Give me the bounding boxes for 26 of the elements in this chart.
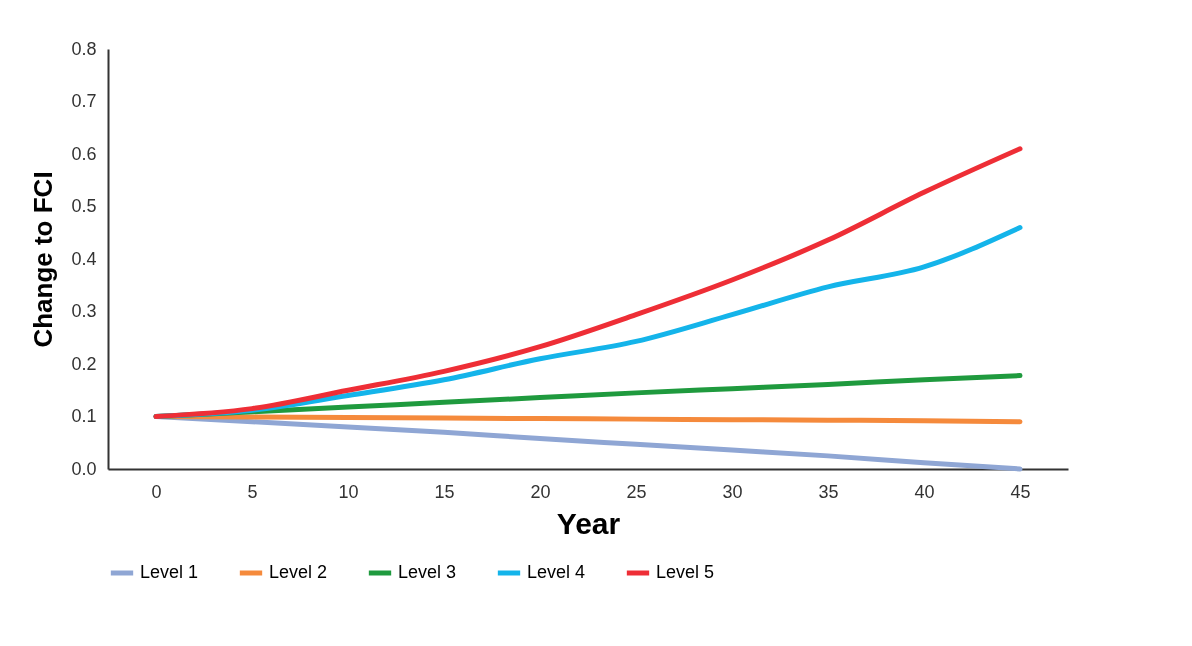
legend-label: Level 4: [527, 562, 586, 582]
y-tick-label: 0.8: [71, 38, 97, 59]
x-tick-label: 30: [722, 481, 743, 502]
x-tick-label: 10: [338, 481, 359, 502]
x-axis-title: Year: [556, 506, 621, 540]
y-tick-label: 0.0: [71, 458, 97, 479]
x-tick-label: 0: [151, 481, 162, 502]
y-tick-label: 0.5: [71, 196, 97, 216]
x-tick-label: 25: [626, 481, 647, 502]
x-tick-label: 40: [914, 481, 935, 502]
y-tick-label: 0.7: [71, 91, 97, 111]
x-tick-label: 35: [818, 481, 839, 502]
y-tick-label: 0.6: [71, 143, 97, 164]
x-tick-label: 45: [1010, 481, 1031, 502]
legend-label: Level 1: [140, 562, 199, 582]
legend-label: Level 2: [269, 562, 328, 582]
legend-label: Level 5: [656, 562, 715, 582]
y-axis-title: Change to FCI: [28, 171, 59, 348]
x-tick-label: 15: [434, 481, 455, 502]
y-tick-label: 0.4: [71, 248, 97, 269]
y-tick-label: 0.1: [71, 406, 97, 426]
x-tick-label: 5: [247, 481, 258, 502]
x-tick-label: 20: [530, 481, 551, 502]
y-tick-label: 0.2: [71, 353, 97, 374]
legend-label: Level 3: [398, 562, 457, 582]
y-tick-label: 0.3: [71, 301, 97, 321]
